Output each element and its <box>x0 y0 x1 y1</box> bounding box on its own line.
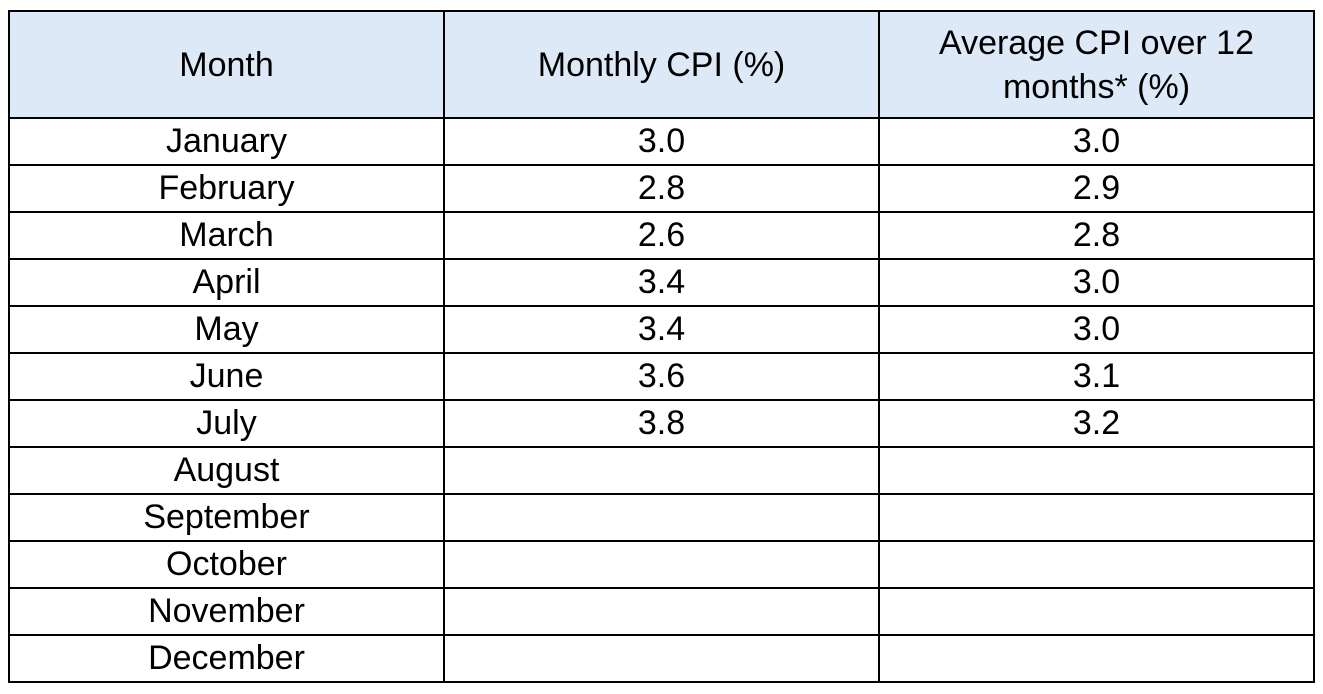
table-row: January 3.0 3.0 <box>8 117 1315 166</box>
cell-month: March <box>8 211 445 260</box>
cell-average-cpi: 2.9 <box>878 164 1315 213</box>
cell-monthly-cpi: 3.8 <box>443 399 880 448</box>
cpi-table: Month Monthly CPI (%) Average CPI over 1… <box>8 10 1315 683</box>
cell-average-cpi <box>878 587 1315 636</box>
cell-monthly-cpi <box>443 493 880 542</box>
table-row: December <box>8 634 1315 683</box>
header-month: Month <box>8 10 445 119</box>
table-header: Month Monthly CPI (%) Average CPI over 1… <box>8 10 1315 119</box>
cell-month: January <box>8 117 445 166</box>
cell-month: August <box>8 446 445 495</box>
cell-month: September <box>8 493 445 542</box>
cell-monthly-cpi: 3.4 <box>443 305 880 354</box>
cell-monthly-cpi <box>443 446 880 495</box>
cell-monthly-cpi <box>443 587 880 636</box>
cell-monthly-cpi: 3.0 <box>443 117 880 166</box>
table-row: May 3.4 3.0 <box>8 305 1315 354</box>
table-row: June 3.6 3.1 <box>8 352 1315 401</box>
table-row: November <box>8 587 1315 636</box>
cell-month: May <box>8 305 445 354</box>
cell-month: April <box>8 258 445 307</box>
table-row: February 2.8 2.9 <box>8 164 1315 213</box>
cell-average-cpi: 3.0 <box>878 117 1315 166</box>
cell-monthly-cpi: 3.6 <box>443 352 880 401</box>
cell-month: February <box>8 164 445 213</box>
cell-average-cpi <box>878 446 1315 495</box>
cell-month: December <box>8 634 445 683</box>
cell-month: June <box>8 352 445 401</box>
cell-monthly-cpi: 2.6 <box>443 211 880 260</box>
header-row: Month Monthly CPI (%) Average CPI over 1… <box>8 10 1315 119</box>
cell-monthly-cpi <box>443 540 880 589</box>
header-average-cpi: Average CPI over 12 months* (%) <box>878 10 1315 119</box>
table-row: July 3.8 3.2 <box>8 399 1315 448</box>
cell-average-cpi: 2.8 <box>878 211 1315 260</box>
table-row: April 3.4 3.0 <box>8 258 1315 307</box>
cell-average-cpi: 3.0 <box>878 258 1315 307</box>
table-row: August <box>8 446 1315 495</box>
cell-average-cpi <box>878 493 1315 542</box>
cell-average-cpi <box>878 540 1315 589</box>
table-row: October <box>8 540 1315 589</box>
cell-month: November <box>8 587 445 636</box>
header-monthly-cpi: Monthly CPI (%) <box>443 10 880 119</box>
cell-month: October <box>8 540 445 589</box>
cell-monthly-cpi <box>443 634 880 683</box>
cell-monthly-cpi: 2.8 <box>443 164 880 213</box>
table-row: March 2.6 2.8 <box>8 211 1315 260</box>
cell-monthly-cpi: 3.4 <box>443 258 880 307</box>
cell-average-cpi <box>878 634 1315 683</box>
cell-average-cpi: 3.2 <box>878 399 1315 448</box>
cell-average-cpi: 3.1 <box>878 352 1315 401</box>
table-body: January 3.0 3.0 February 2.8 2.9 March 2.6 2.8 Ap… <box>8 117 1315 683</box>
cell-month: July <box>8 399 445 448</box>
cell-average-cpi: 3.0 <box>878 305 1315 354</box>
table-row: September <box>8 493 1315 542</box>
